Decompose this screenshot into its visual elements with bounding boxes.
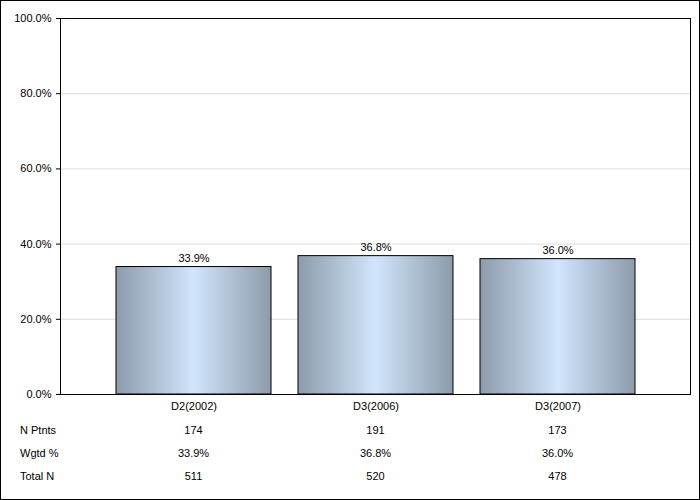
svg-text:Wgtd %: Wgtd % xyxy=(20,447,59,459)
svg-text:173: 173 xyxy=(548,424,566,436)
svg-text:60.0%: 60.0% xyxy=(20,162,51,174)
svg-text:36.0%: 36.0% xyxy=(542,244,573,256)
svg-text:33.9%: 33.9% xyxy=(178,252,209,264)
svg-text:40.0%: 40.0% xyxy=(20,238,51,250)
svg-text:191: 191 xyxy=(366,424,384,436)
svg-text:D3(2007): D3(2007) xyxy=(535,400,581,412)
svg-text:511: 511 xyxy=(185,470,203,482)
svg-text:520: 520 xyxy=(366,470,384,482)
svg-text:478: 478 xyxy=(548,470,566,482)
svg-text:80.0%: 80.0% xyxy=(20,87,51,99)
svg-text:0.0%: 0.0% xyxy=(26,388,51,400)
svg-text:36.8%: 36.8% xyxy=(360,447,391,459)
svg-text:36.8%: 36.8% xyxy=(360,241,391,253)
svg-text:174: 174 xyxy=(184,424,202,436)
svg-text:100.0%: 100.0% xyxy=(14,12,52,24)
svg-text:36.0%: 36.0% xyxy=(542,447,573,459)
svg-text:20.0%: 20.0% xyxy=(20,313,51,325)
svg-text:33.9%: 33.9% xyxy=(178,447,209,459)
svg-text:Total N: Total N xyxy=(20,470,54,482)
svg-text:D3(2006): D3(2006) xyxy=(353,400,399,412)
svg-text:D2(2002): D2(2002) xyxy=(171,400,217,412)
svg-text:N Ptnts: N Ptnts xyxy=(20,424,57,436)
